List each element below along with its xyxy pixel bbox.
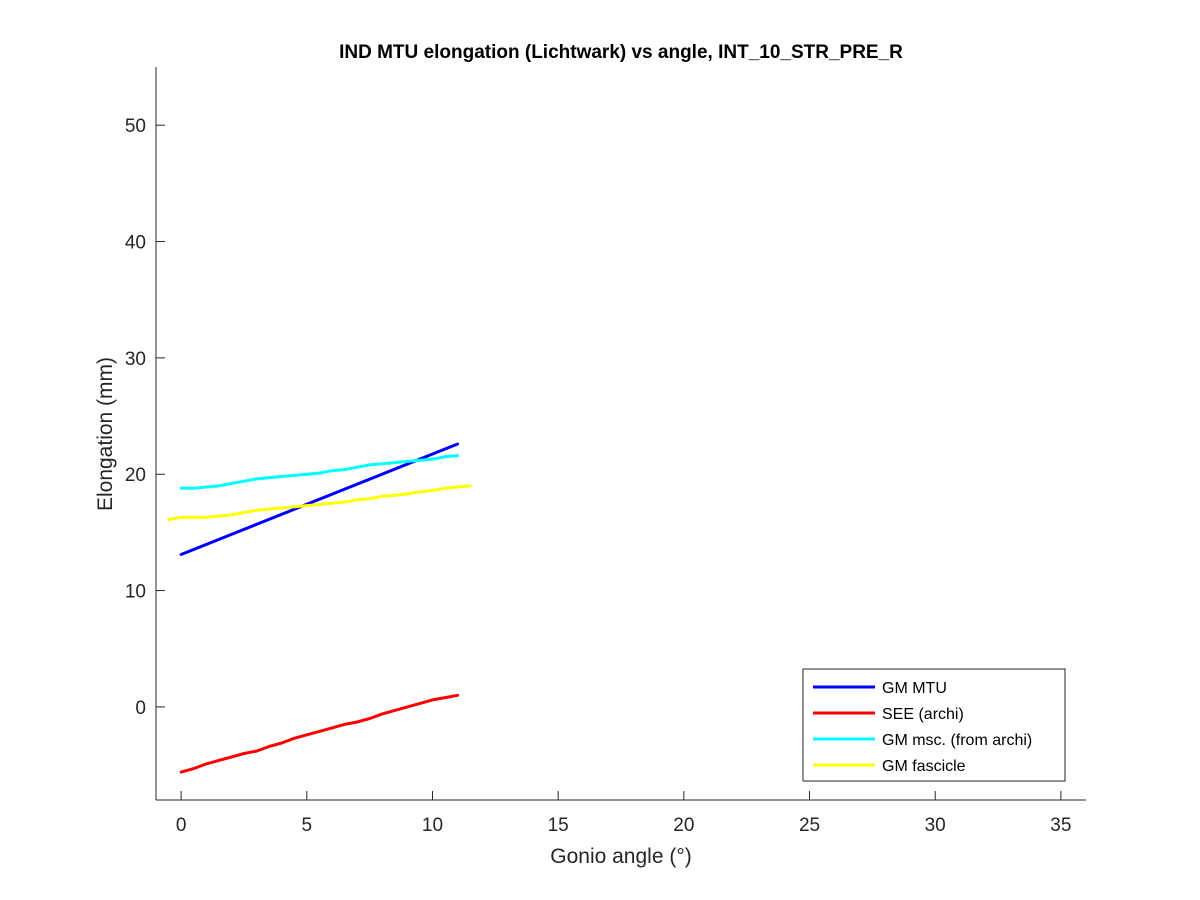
x-tick-label: 20 (673, 815, 694, 836)
chart-title: IND MTU elongation (Lichtwark) vs angle,… (339, 42, 903, 63)
series-line-3 (179, 454, 460, 490)
x-axis-ticks: 0 5 10 15 20 25 30 35 (176, 791, 1071, 836)
y-tick-label: 0 (135, 698, 146, 719)
y-tick-label: 20 (125, 465, 146, 486)
x-axis-label: Gonio angle (°) (550, 845, 691, 868)
legend-label: GM MTU (882, 680, 947, 697)
x-tick-label: 0 (176, 815, 187, 836)
plot-area: 0 5 10 15 20 25 30 35 0 10 20 30 40 50 (125, 67, 1086, 836)
y-axis-label: Elongation (mm) (94, 357, 117, 511)
series-line-4 (167, 484, 472, 522)
x-tick-label: 35 (1050, 815, 1071, 836)
x-tick-label: 5 (302, 815, 313, 836)
legend: GM MTU SEE (archi) GM msc. (from archi) GM … (802, 668, 1066, 782)
series-line-2 (179, 693, 460, 774)
legend-entries: GM MTU SEE (archi) GM msc. (from archi) GM … (813, 680, 1032, 775)
legend-label: GM msc. (from archi) (882, 732, 1032, 749)
y-tick-label: 10 (125, 582, 146, 603)
x-tick-label: 30 (925, 815, 946, 836)
series-layer (167, 442, 472, 774)
y-axis-ticks: 0 10 20 30 40 50 (125, 116, 165, 719)
legend-label: GM fascicle (882, 758, 966, 775)
y-tick-label: 30 (125, 349, 146, 370)
legend-label: SEE (archi) (882, 706, 964, 723)
x-tick-label: 25 (799, 815, 820, 836)
x-tick-label: 10 (422, 815, 443, 836)
y-tick-label: 40 (125, 233, 146, 254)
x-tick-label: 15 (548, 815, 569, 836)
y-tick-label: 50 (125, 116, 146, 137)
